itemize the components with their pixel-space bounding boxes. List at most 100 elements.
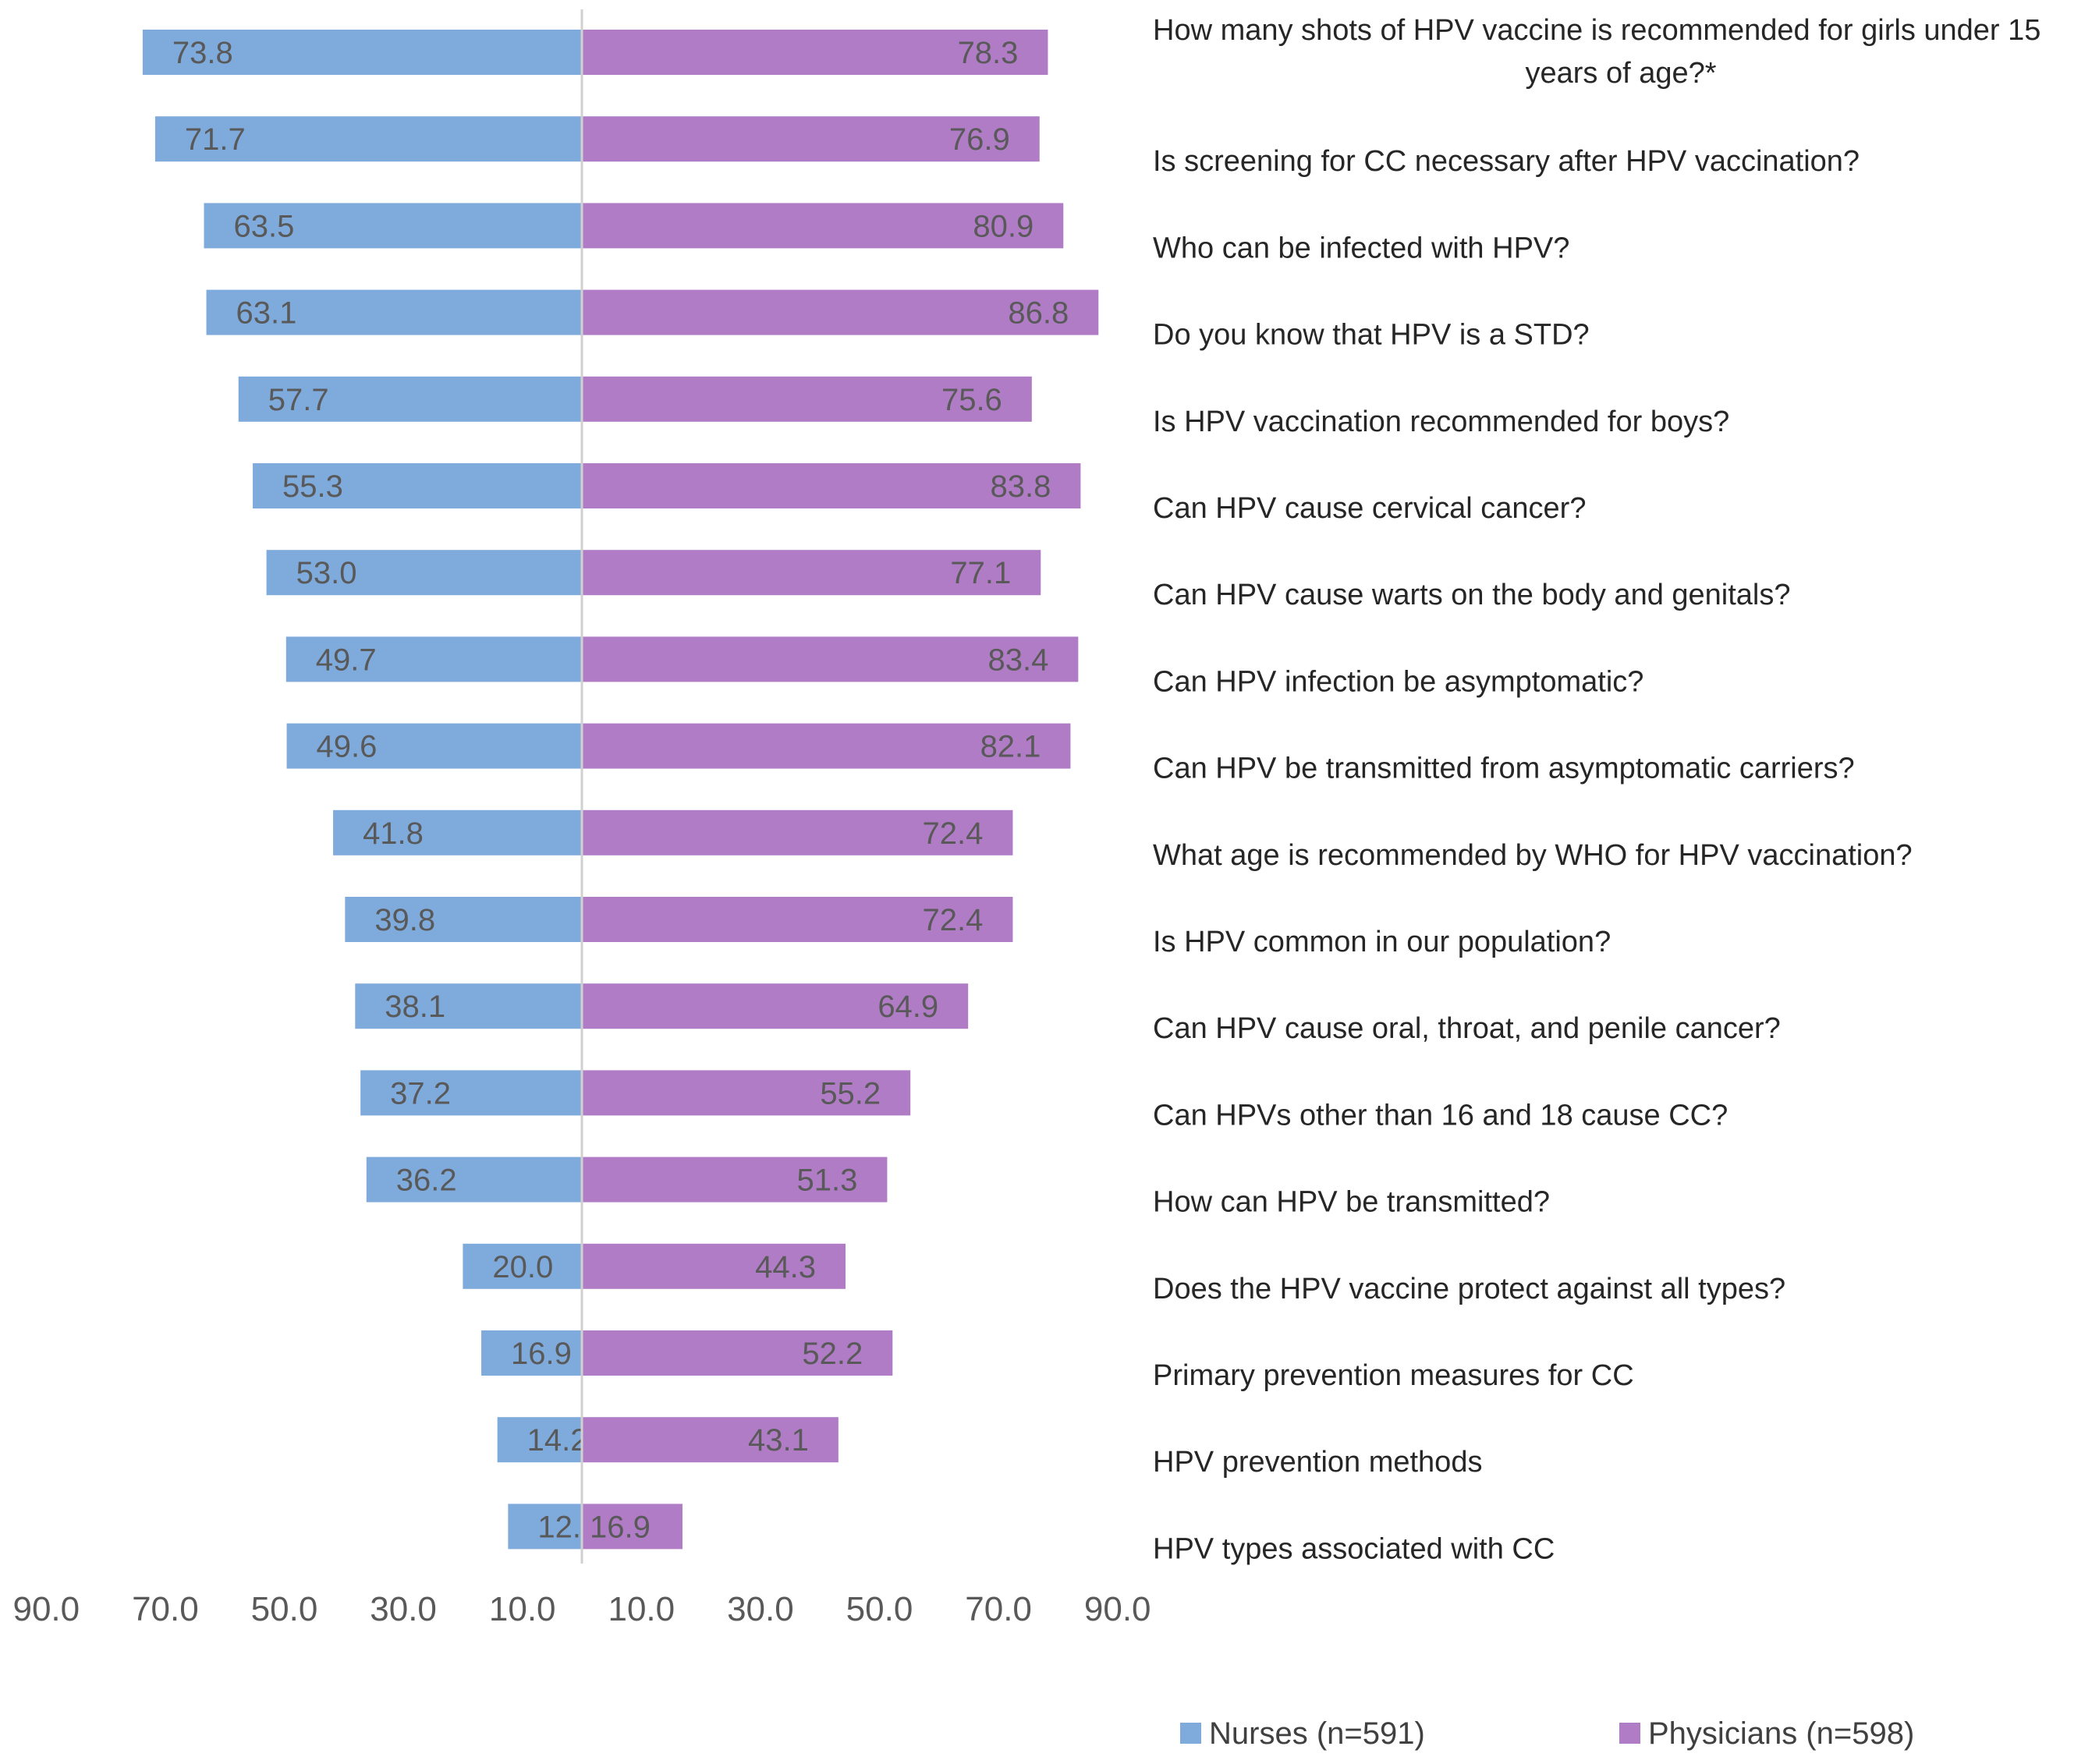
physicians-value-label: 83.8 [991, 469, 1051, 504]
nurses-value-label: 16.9 [511, 1337, 572, 1371]
nurses-value-label: 57.7 [268, 383, 329, 417]
question-label: Can HPV cause oral, throat, and penile c… [1153, 1012, 1781, 1045]
x-tick-label: 90.0 [12, 1590, 80, 1628]
x-tick-label: 50.0 [251, 1590, 318, 1628]
question-label: Who can be infected with HPV? [1153, 232, 1569, 264]
x-tick-label: 70.0 [965, 1590, 1032, 1628]
nurses-bar [355, 983, 582, 1029]
nurses-bar [204, 203, 582, 249]
x-tick-label: 10.0 [489, 1590, 556, 1628]
legend-swatch-physicians [1619, 1723, 1640, 1744]
nurses-value-label: 71.7 [185, 122, 246, 157]
x-tick-label: 10.0 [608, 1590, 675, 1628]
nurses-value-label: 53.0 [296, 556, 357, 590]
physicians-bar [582, 1157, 888, 1203]
physicians-value-label: 72.4 [923, 816, 984, 851]
question-label: Can HPV infection be asymptomatic? [1153, 665, 1643, 698]
legend-label-nurses: Nurses (n=591) [1209, 1716, 1425, 1751]
physicians-bar [582, 289, 1099, 335]
nurses-bar [463, 1243, 582, 1289]
nurses-bar [481, 1330, 582, 1376]
physicians-bar [582, 1417, 839, 1463]
nurses-value-label: 49.6 [317, 730, 378, 764]
nurses-value-label: 37.2 [390, 1076, 451, 1110]
question-label: Can HPV cause warts on the body and geni… [1153, 579, 1791, 611]
physicians-bar [582, 1070, 911, 1116]
physicians-bar [582, 376, 1032, 422]
nurses-value-label: 73.8 [172, 36, 233, 70]
physicians-value-label: 64.9 [878, 990, 938, 1024]
physicians-value-label: 44.3 [755, 1250, 816, 1284]
question-label: Is screening for CC necessary after HPV … [1153, 145, 1860, 178]
nurses-bar [345, 897, 582, 942]
physicians-bar [582, 1330, 893, 1376]
physicians-bar [582, 1243, 846, 1289]
physicians-bar [582, 723, 1071, 769]
question-label: Can HPV cause cervical cancer? [1153, 492, 1586, 525]
x-tick-label: 50.0 [846, 1590, 913, 1628]
question-label-line2: years of age?* [1525, 57, 1716, 90]
physicians-value-label: 43.1 [748, 1423, 809, 1458]
physicians-value-label: 16.9 [590, 1510, 651, 1544]
nurses-bar [285, 636, 582, 682]
physicians-value-label: 82.1 [980, 730, 1041, 764]
question-label: HPV types associated with CC [1153, 1532, 1555, 1565]
nurses-value-label: 20.0 [492, 1250, 553, 1284]
question-label: Can HPVs other than 16 and 18 cause CC? [1153, 1099, 1728, 1132]
question-label: Is HPV vaccination recommended for boys? [1153, 406, 1729, 438]
nurses-bar [154, 116, 582, 162]
nurses-value-label: 41.8 [363, 816, 424, 851]
physicians-value-label: 52.2 [802, 1337, 863, 1371]
physicians-value-label: 76.9 [949, 122, 1010, 157]
x-tick-label: 30.0 [370, 1590, 437, 1628]
physicians-value-label: 83.4 [987, 643, 1048, 677]
question-label: Do you know that HPV is a STD? [1153, 319, 1590, 352]
physicians-bar [582, 983, 969, 1029]
question-label: Can HPV be transmitted from asymptomatic… [1153, 753, 1855, 785]
physicians-value-label: 55.2 [820, 1076, 881, 1110]
nurses-value-label: 14.2 [527, 1423, 588, 1458]
physicians-bar [582, 897, 1013, 942]
nurses-bar [333, 809, 582, 855]
nurses-bar [497, 1417, 582, 1463]
nurses-value-label: 39.8 [374, 903, 435, 937]
nurses-bar [366, 1157, 582, 1203]
nurses-value-label: 49.7 [316, 643, 377, 677]
physicians-value-label: 80.9 [973, 209, 1034, 243]
nurses-value-label: 63.5 [233, 209, 294, 243]
nurses-value-label: 38.1 [385, 990, 445, 1024]
question-label: Does the HPV vaccine protect against all… [1153, 1273, 1785, 1305]
physicians-bar [582, 550, 1041, 596]
question-label: HPV prevention methods [1153, 1446, 1482, 1479]
nurses-bar [360, 1070, 582, 1116]
nurses-bar [206, 289, 582, 335]
physicians-bar [582, 463, 1081, 508]
physicians-value-label: 78.3 [958, 36, 1019, 70]
x-tick-label: 70.0 [132, 1590, 199, 1628]
nurses-value-label: 63.1 [236, 296, 297, 331]
nurses-value-label: 36.2 [396, 1164, 457, 1198]
physicians-bar [582, 809, 1013, 855]
physicians-value-label: 86.8 [1008, 296, 1069, 331]
physicians-value-label: 75.6 [941, 383, 1002, 417]
physicians-value-label: 72.4 [923, 903, 984, 937]
question-label: How can HPV be transmitted? [1153, 1186, 1550, 1219]
physicians-bar [582, 203, 1064, 249]
x-tick-label: 30.0 [727, 1590, 794, 1628]
nurses-bar [142, 30, 582, 75]
question-label: What age is recommended by WHO for HPV v… [1153, 839, 1913, 872]
x-tick-label: 90.0 [1084, 1590, 1151, 1628]
nurses-bar [266, 550, 582, 596]
physicians-value-label: 77.1 [950, 556, 1011, 590]
nurses-bar [286, 723, 582, 769]
physicians-bar [582, 30, 1048, 75]
nurses-value-label: 55.3 [282, 469, 343, 504]
question-label: Is HPV common in our population? [1153, 926, 1611, 958]
question-label: Primary prevention measures for CC [1153, 1359, 1634, 1392]
legend-label-physicians: Physicians (n=598) [1648, 1716, 1914, 1751]
legend-swatch-nurses [1180, 1723, 1201, 1744]
physicians-value-label: 51.3 [797, 1164, 858, 1198]
physicians-bar [582, 1504, 683, 1550]
